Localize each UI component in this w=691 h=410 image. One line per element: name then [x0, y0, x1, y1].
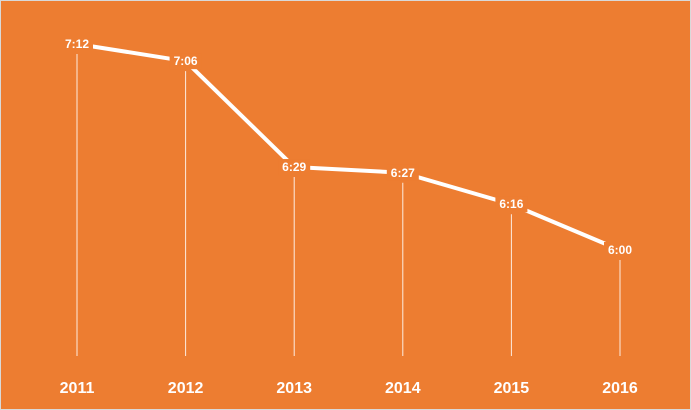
- data-label-bg-2016: [604, 242, 636, 258]
- data-label-2013: 6:29: [282, 160, 306, 174]
- data-label-bg-2015: [495, 196, 528, 213]
- data-label-bg-2011: [61, 36, 93, 52]
- data-label-2016: 6:00: [608, 243, 632, 257]
- data-label-bg-2012: [169, 53, 202, 70]
- data-label-bg-2013: [278, 159, 311, 176]
- series-line: [75, 42, 622, 252]
- data-label-bg-2014: [386, 164, 419, 181]
- x-tick-label-2011: 2011: [60, 380, 95, 397]
- x-tick-label-2015: 2015: [494, 380, 530, 397]
- data-label-2011: 7:12: [65, 37, 89, 51]
- x-tick-label-2016: 2016: [602, 380, 638, 397]
- x-tick-label-2013: 2013: [276, 380, 312, 397]
- x-tick-label-2012: 2012: [168, 380, 204, 397]
- data-label-2014: 6:27: [391, 166, 415, 180]
- data-label-2012: 7:06: [174, 54, 198, 68]
- x-tick-label-2014: 2014: [385, 380, 421, 397]
- data-label-2015: 6:16: [499, 197, 523, 211]
